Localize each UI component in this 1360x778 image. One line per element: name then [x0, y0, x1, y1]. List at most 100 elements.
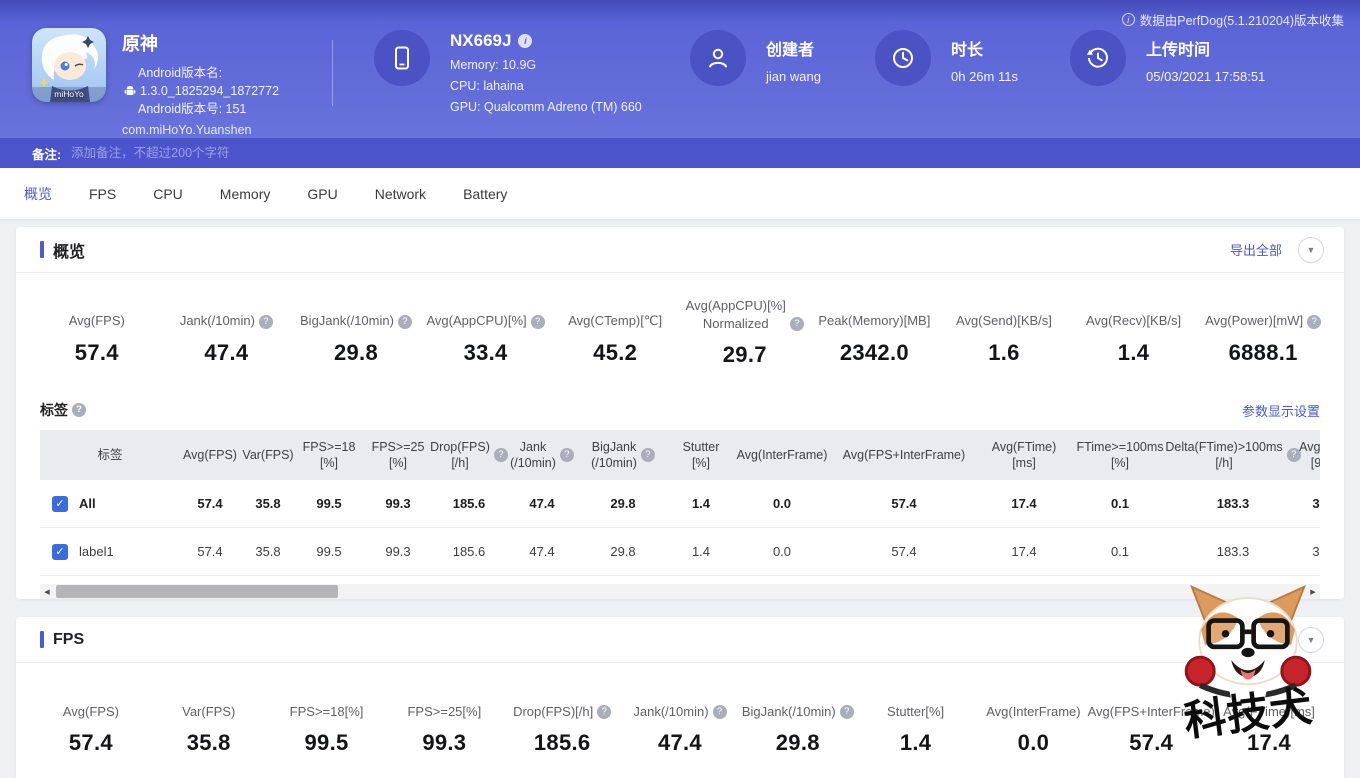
table-cell: 1.4 [666, 528, 736, 575]
horizontal-scrollbar[interactable]: ◀ ▶ [40, 584, 1320, 599]
help-icon[interactable]: ? [1307, 315, 1321, 329]
metric: FPS>=18[%]99.5 [268, 687, 386, 756]
metric-value: 2342.0 [810, 340, 940, 366]
table-header-row: 标签Avg(FPS)Var(FPS)FPS>=18 [%]FPS>=25 [%]… [40, 430, 1320, 480]
help-icon[interactable]: ? [560, 448, 574, 462]
table-cell: 185.6 [434, 528, 504, 575]
metric: FPS>=25[%]99.3 [385, 687, 503, 756]
phone-icon [374, 30, 430, 86]
metric-value: 45.2 [550, 340, 680, 366]
column-header: Delta(FTime)>100ms [/h]? [1172, 430, 1294, 480]
help-icon[interactable]: ? [840, 705, 854, 719]
metric-label: Jank(/10min)? [162, 297, 292, 330]
chevron-down-icon: ▼ [1307, 245, 1316, 255]
device-cpu: CPU: lahaina [450, 79, 642, 93]
table-cell: 99.3 [362, 528, 434, 575]
table-row: ✓All57.435.899.599.3185.647.429.81.40.05… [40, 480, 1320, 528]
metric-label: Avg(Power)[mW]? [1198, 297, 1328, 330]
history-clock-icon [1070, 30, 1126, 86]
metric-label: Avg(Send)[KB/s] [939, 297, 1069, 330]
device-memory: Memory: 10.9G [450, 58, 642, 72]
help-icon[interactable]: ? [398, 315, 412, 329]
android-version-name-label: Android版本名: [138, 64, 279, 82]
row-checkbox[interactable]: ✓ [52, 496, 68, 512]
metric-value: 29.7 [680, 342, 810, 368]
table-cell: 57.4 [828, 528, 980, 575]
tab-CPU[interactable]: CPU [153, 186, 183, 202]
fps-card: FPS ▼ Avg(FPS)57.4Var(FPS)35.8FPS>=18[%]… [16, 617, 1344, 778]
row-label-cell: ✓ label1 [40, 528, 180, 575]
metric-label: Var(FPS) [150, 687, 268, 720]
tab-Network[interactable]: Network [375, 186, 426, 202]
row-checkbox[interactable]: ✓ [52, 544, 68, 560]
tab-Memory[interactable]: Memory [220, 186, 271, 202]
metric-label: Avg(FPS) [32, 687, 150, 720]
row-label-cell: ✓All [40, 480, 180, 527]
metric-value: 1.4 [857, 730, 975, 756]
tab-GPU[interactable]: GPU [307, 186, 337, 202]
table-cell: 99.5 [296, 528, 362, 575]
table-cell: 35.8 [240, 480, 296, 527]
help-icon[interactable]: ? [597, 705, 611, 719]
help-icon[interactable]: ? [259, 315, 273, 329]
table-cell: 29.8 [580, 480, 666, 527]
metric-label: Drop(FPS)[/h]? [503, 687, 621, 720]
tab-FPS[interactable]: FPS [89, 186, 116, 202]
info-icon: i [1122, 13, 1135, 26]
tab-bar: 概览 FPS CPU Memory GPU Network Battery [0, 168, 1360, 220]
table-cell: 35.8 [240, 528, 296, 575]
device-info-icon[interactable]: i [518, 34, 532, 48]
help-icon[interactable]: ? [713, 705, 727, 719]
table-cell: 47.4 [504, 528, 580, 575]
metric: Drop(FPS)[/h]?185.6 [503, 687, 621, 756]
metric-label: Avg(AppCPU)[%]? [421, 297, 551, 330]
metric-value: 47.4 [162, 340, 292, 366]
export-all-link[interactable]: 导出全部 [1230, 240, 1282, 259]
scroll-left-arrow[interactable]: ◀ [40, 584, 54, 599]
table-cell: 1.4 [666, 480, 736, 527]
column-header: Drop(FPS) [/h]? [434, 430, 504, 480]
metric-label: BigJank(/10min)? [291, 297, 421, 330]
metric: BigJank(/10min)?29.8 [291, 297, 421, 368]
upload-time-label: 上传时间 [1146, 36, 1265, 60]
table-cell: 0.1 [1068, 480, 1172, 527]
metric: Jank(/10min)? 47.4 [162, 297, 292, 368]
app-icon: miHoYo [32, 28, 106, 102]
remark-input[interactable] [69, 145, 709, 161]
tab-概览[interactable]: 概览 [24, 184, 52, 204]
tab-Battery[interactable]: Battery [463, 186, 507, 202]
table-cell: 0.0 [736, 480, 828, 527]
overview-collapse-button[interactable]: ▼ [1298, 237, 1324, 263]
param-display-settings-link[interactable]: 参数显示设置 [1242, 401, 1320, 420]
chevron-down-icon: ▼ [1307, 635, 1316, 645]
labels-table: 标签Avg(FPS)Var(FPS)FPS>=18 [%]FPS>=25 [%]… [40, 430, 1320, 576]
fps-collapse-button[interactable]: ▼ [1298, 627, 1324, 653]
metric-value: 35.8 [150, 730, 268, 756]
metric: Stutter[%] 1.4 [857, 687, 975, 756]
help-icon[interactable]: ? [72, 403, 86, 417]
report-header: i 数据由PerfDog(5.1.210204)版本收集 [0, 0, 1360, 138]
metric-label: Stutter[%] [857, 687, 975, 720]
metric-label: BigJank(/10min)? [739, 687, 857, 720]
metric: Peak(Memory)[MB]2342.0 [810, 297, 940, 368]
app-block: miHoYo 原神 Android版本名: 1.3.0_182 [32, 28, 279, 137]
android-icon [124, 85, 136, 97]
collected-by-text: 数据由PerfDog(5.1.210204)版本收集 [1140, 10, 1344, 29]
help-icon[interactable]: ? [790, 317, 804, 331]
creator-value: jian wang [766, 69, 821, 84]
metric-value: 33.4 [421, 340, 551, 366]
table-cell: 29.8 [580, 528, 666, 575]
scroll-right-arrow[interactable]: ▶ [1306, 584, 1320, 599]
metric-label: Jank(/10min)? [621, 687, 739, 720]
upload-time-block: 上传时间 05/03/2021 17:58:51 [1070, 30, 1265, 86]
row-name: label1 [79, 544, 114, 559]
scrollbar-thumb[interactable] [56, 585, 338, 598]
metric-label: Avg(FPS+InterFrame) [1092, 687, 1210, 720]
fps-card-header: FPS ▼ [16, 617, 1344, 663]
device-block: NX669J i Memory: 10.9G CPU: lahaina GPU:… [374, 30, 642, 114]
help-icon[interactable]: ? [641, 448, 655, 462]
table-cell: 183.3 [1172, 528, 1294, 575]
metric: Avg(CTemp)[℃]45.2 [550, 297, 680, 368]
overview-card: 概览 导出全部 ▼ Avg(FPS)57.4Jank(/10min)?47.4B… [16, 227, 1344, 599]
help-icon[interactable]: ? [531, 315, 545, 329]
